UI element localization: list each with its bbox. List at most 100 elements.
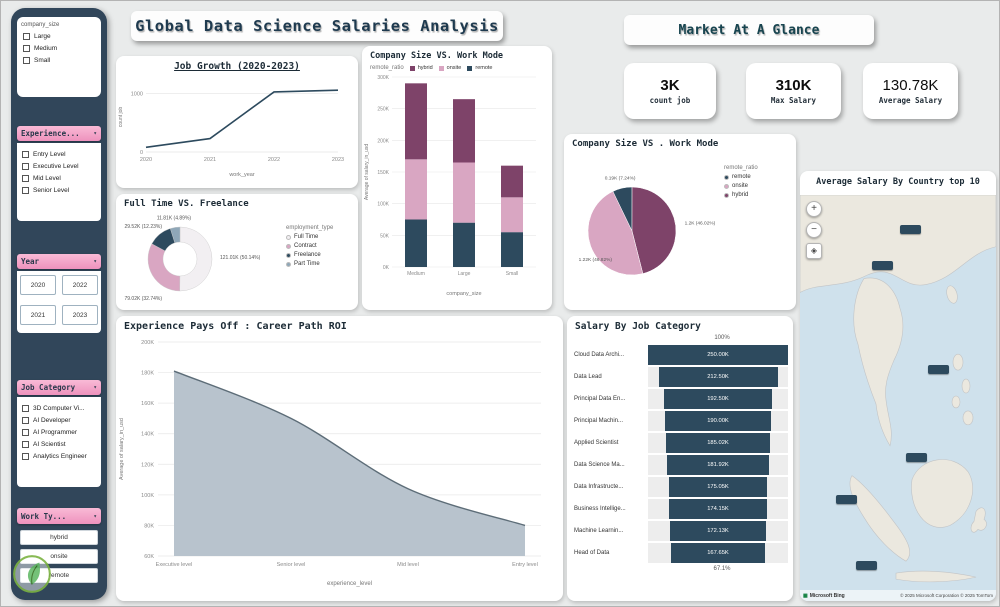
bar-segment[interactable]: [501, 232, 523, 267]
funnel-bar[interactable]: 212.50K: [658, 367, 778, 387]
map-data-label[interactable]: [836, 495, 857, 504]
donut-slice[interactable]: [147, 243, 181, 292]
donut-slice[interactable]: [170, 226, 181, 244]
legend-item[interactable]: Freelance: [286, 252, 333, 258]
funnel-bar[interactable]: 185.02K: [666, 433, 770, 453]
work-mode-pie[interactable]: 0.19K (7.24%) 1.2K (46.02%) 1.22K (46.82%): [564, 151, 724, 301]
employment-donut[interactable]: 121.01K (50.14%) 79.02K (32.74%) 29.52K (1…: [116, 211, 286, 303]
checkbox-icon[interactable]: [23, 57, 30, 64]
career-path-roi-title: Experience Pays Off : Career Path ROI: [124, 321, 347, 332]
checkbox-icon[interactable]: [23, 45, 30, 52]
funnel-bar[interactable]: 175.05K: [668, 477, 767, 497]
map-data-label[interactable]: [928, 365, 949, 374]
job-category-option[interactable]: AI Scientist: [22, 441, 96, 448]
checkbox-icon[interactable]: [22, 417, 29, 424]
job-growth-chart-body[interactable]: 0 1000 2020 2021 2022 2023 work_year count job: [116, 74, 358, 178]
year-slicer-header[interactable]: Year ▾: [17, 254, 101, 269]
checkbox-icon[interactable]: [22, 163, 29, 170]
legend-item[interactable]: hybrid: [724, 192, 758, 198]
pie-slice[interactable]: [587, 191, 644, 276]
bar-segment[interactable]: [405, 159, 427, 220]
funnel-bar[interactable]: 250.00K: [648, 345, 788, 365]
bar-segment[interactable]: [453, 99, 475, 163]
x-tick-label: Mid level: [397, 562, 419, 568]
funnel-bar[interactable]: 174.15K: [669, 499, 767, 519]
funnel-bar[interactable]: 190.00K: [664, 411, 772, 431]
legend-item[interactable]: Part Time: [286, 261, 333, 267]
bar-segment[interactable]: [405, 219, 427, 268]
checkbox-icon[interactable]: [23, 33, 30, 40]
map-data-label[interactable]: [872, 261, 893, 270]
area-fill[interactable]: [174, 371, 525, 556]
bar-segment[interactable]: [453, 222, 475, 267]
zoom-in-button[interactable]: +: [806, 201, 822, 217]
experience-option[interactable]: Executive Level: [22, 163, 96, 170]
company-size-option[interactable]: Small: [23, 57, 95, 64]
company-size-stacked-bars[interactable]: 0K 50K 100K 150K 200K 250K 300K Medium Large Smal…: [362, 71, 544, 297]
bar-segment[interactable]: [453, 162, 475, 223]
legend-item[interactable]: onsite: [438, 65, 461, 71]
checkbox-icon[interactable]: [22, 405, 29, 412]
checkbox-icon[interactable]: [22, 187, 29, 194]
legend-item[interactable]: remote: [467, 65, 492, 71]
career-roi-area-chart[interactable]: 60K 80K 100K 120K 140K 160K 180K 200K Executive …: [116, 334, 553, 588]
employment-donut-body[interactable]: 121.01K (50.14%) 79.02K (32.74%) 29.52K (1…: [116, 211, 358, 303]
map-data-label[interactable]: [856, 561, 877, 570]
work-mode-pie-body[interactable]: 0.19K (7.24%) 1.2K (46.02%) 1.22K (46.82%)…: [564, 151, 796, 301]
year-button[interactable]: 2020: [20, 275, 56, 295]
legend-swatch-icon: [286, 261, 291, 267]
zoom-out-button[interactable]: −: [806, 222, 822, 238]
job-category-option[interactable]: AI Programmer: [22, 429, 96, 436]
checkbox-icon[interactable]: [22, 151, 29, 158]
checkbox-icon[interactable]: [22, 441, 29, 448]
map-tilt-button[interactable]: ◈: [806, 243, 822, 259]
work-type-option[interactable]: hybrid: [20, 530, 98, 545]
company-size-option-label: Small: [34, 57, 51, 64]
experience-option[interactable]: Entry Level: [22, 151, 96, 158]
job-category-option[interactable]: 3D Computer Vi...: [22, 405, 96, 412]
checkbox-icon[interactable]: [22, 429, 29, 436]
job-category-slicer-header[interactable]: Job Category ▾: [17, 380, 101, 395]
legend-item[interactable]: hybrid: [409, 65, 433, 71]
experience-option[interactable]: Senior Level: [22, 187, 96, 194]
funnel-bar[interactable]: 181.92K: [667, 455, 769, 475]
work-type-option[interactable]: onsite: [20, 549, 98, 564]
career-path-roi-body[interactable]: 60K 80K 100K 120K 140K 160K 180K 200K Executive …: [116, 334, 563, 588]
salary-funnel-body[interactable]: 100% Cloud Data Archi... 250.00K Data Lead 2…: [567, 334, 793, 574]
job-growth-line-chart[interactable]: 0 1000 2020 2021 2022 2023 work_year count job: [116, 74, 348, 178]
experience-option[interactable]: Mid Level: [22, 175, 96, 182]
pie-slice[interactable]: [631, 186, 677, 274]
map[interactable]: + − ◈ ▦ Microsoft Bing © 2025 Microsoft …: [800, 195, 996, 601]
map-data-label[interactable]: [906, 453, 927, 462]
year-button[interactable]: 2022: [62, 275, 98, 295]
work-type-slicer-header[interactable]: Work Ty... ▾: [17, 508, 101, 524]
y-tick-label: 150K: [377, 170, 389, 176]
experience-slicer-header[interactable]: Experience... ▾: [17, 126, 101, 141]
growth-line[interactable]: [145, 89, 339, 149]
company-size-option[interactable]: Large: [23, 33, 95, 40]
year-button[interactable]: 2023: [62, 305, 98, 325]
year-button[interactable]: 2021: [20, 305, 56, 325]
legend-item[interactable]: Full Time: [286, 234, 333, 240]
legend-item[interactable]: Contract: [286, 243, 333, 249]
legend-item[interactable]: onsite: [724, 183, 758, 189]
legend-item[interactable]: remote: [724, 174, 758, 180]
company-size-bar-body[interactable]: remote_ratio hybrid onsite remote 0K 50K 100K 1…: [362, 63, 552, 297]
bar-segment[interactable]: [501, 197, 523, 233]
map-data-label[interactable]: [900, 225, 921, 234]
job-category-option[interactable]: AI Developer: [22, 417, 96, 424]
job-category-options: 3D Computer Vi... AI Developer AI Programm…: [17, 397, 101, 487]
kpi-count-job: 3K count job: [624, 63, 716, 119]
funnel-bar[interactable]: 167.65K: [671, 543, 765, 563]
bar-segment[interactable]: [405, 83, 427, 160]
checkbox-icon[interactable]: [22, 453, 29, 460]
legend-label: hybrid: [417, 65, 433, 71]
company-size-option[interactable]: Medium: [23, 45, 95, 52]
job-category-option[interactable]: Analytics Engineer: [22, 453, 96, 460]
funnel-bar[interactable]: 172.13K: [669, 521, 767, 541]
bar-segment[interactable]: [501, 165, 523, 198]
donut-slice[interactable]: [179, 226, 213, 292]
funnel-bar[interactable]: 192.50K: [664, 389, 772, 409]
checkbox-icon[interactable]: [22, 175, 29, 182]
x-tick-label: Senior level: [277, 562, 306, 568]
